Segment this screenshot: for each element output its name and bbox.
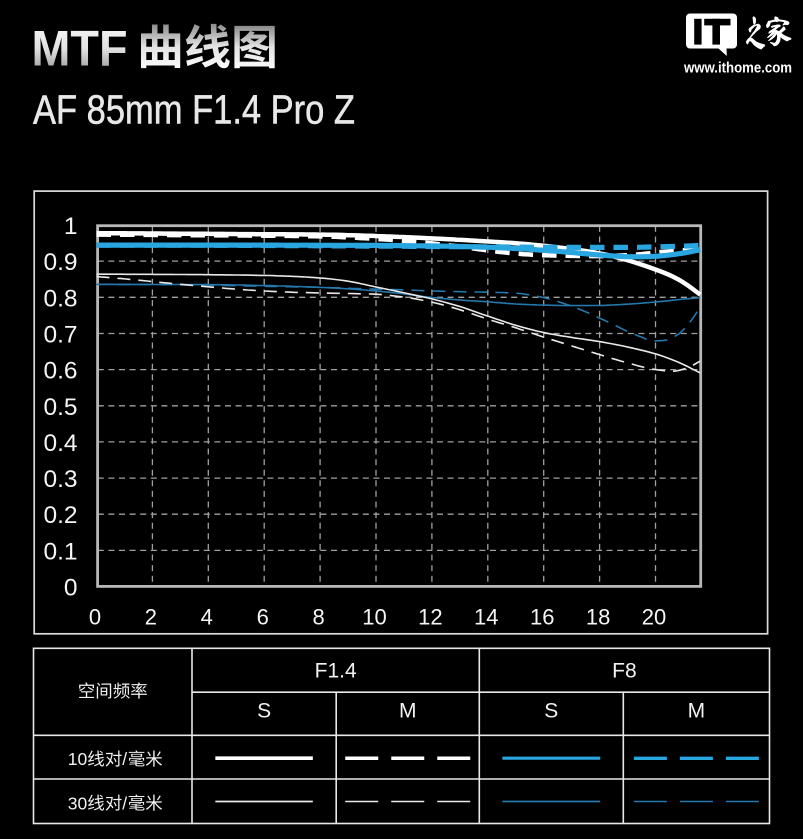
svg-text:14: 14 (474, 605, 498, 630)
svg-text:0: 0 (89, 605, 101, 630)
svg-text:10: 10 (362, 605, 386, 630)
svg-text:0.4: 0.4 (43, 430, 77, 457)
svg-text:www.ithome.com: www.ithome.com (683, 61, 792, 77)
svg-text:F8: F8 (612, 660, 637, 683)
svg-text:MTF: MTF (32, 21, 128, 77)
svg-text:30: 30 (68, 793, 88, 813)
svg-text:M: M (399, 700, 417, 723)
svg-text:F1.4: F1.4 (315, 660, 357, 683)
svg-text:1: 1 (64, 213, 78, 240)
svg-text:20: 20 (642, 605, 666, 630)
svg-text:4: 4 (201, 605, 213, 630)
svg-text:2: 2 (145, 605, 157, 630)
svg-text:10: 10 (68, 749, 88, 769)
svg-text:0.6: 0.6 (43, 358, 77, 385)
svg-text:0.2: 0.2 (43, 502, 77, 529)
svg-text:S: S (544, 700, 558, 723)
svg-text:16: 16 (530, 605, 554, 630)
svg-text:6: 6 (257, 605, 269, 630)
svg-text:8: 8 (312, 605, 324, 630)
svg-text:18: 18 (586, 605, 610, 630)
svg-text:0: 0 (64, 575, 78, 602)
svg-text:0.9: 0.9 (43, 249, 77, 276)
svg-text:/: / (122, 749, 127, 769)
svg-text:0.5: 0.5 (43, 394, 77, 421)
svg-text:AF 85mm F1.4 Pro Z: AF 85mm F1.4 Pro Z (33, 87, 355, 133)
svg-text:0.7: 0.7 (43, 322, 77, 349)
svg-text:0.3: 0.3 (43, 466, 77, 493)
svg-text:M: M (688, 700, 706, 723)
svg-text:S: S (257, 700, 271, 723)
svg-text:/: / (122, 793, 127, 813)
svg-text:0.8: 0.8 (43, 285, 77, 312)
svg-text:12: 12 (418, 605, 442, 630)
svg-text:0.1: 0.1 (43, 538, 77, 565)
